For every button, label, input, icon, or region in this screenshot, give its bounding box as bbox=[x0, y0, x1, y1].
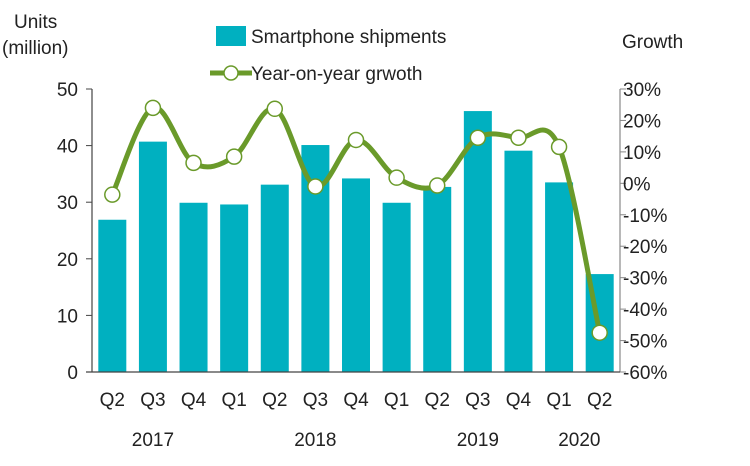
growth-marker bbox=[225, 148, 243, 165]
x-tick-label: Q4 bbox=[343, 390, 369, 411]
legend-bar-label: Smartphone shipments bbox=[251, 27, 446, 48]
bar bbox=[382, 202, 411, 372]
bar bbox=[179, 202, 208, 372]
x-tick-label: Q1 bbox=[546, 390, 571, 411]
bar bbox=[423, 186, 452, 372]
growth-marker bbox=[510, 129, 527, 146]
bar bbox=[504, 150, 533, 372]
right-tick-label: -40% bbox=[623, 300, 667, 321]
right-tick-label: -60% bbox=[623, 363, 667, 384]
right-tick-label: 0% bbox=[623, 174, 651, 195]
right-tick-label: -10% bbox=[623, 206, 667, 227]
growth-marker bbox=[266, 100, 284, 118]
bar bbox=[463, 111, 492, 372]
growth-marker bbox=[307, 178, 324, 195]
x-tick-label: Q2 bbox=[587, 390, 612, 411]
growth-marker bbox=[591, 324, 608, 341]
bar bbox=[220, 204, 249, 372]
growth-marker bbox=[347, 131, 365, 149]
right-tick-label: -50% bbox=[623, 332, 667, 353]
legend-bar-swatch bbox=[216, 26, 246, 46]
x-tick-label: Q3 bbox=[140, 390, 165, 411]
left-axis-label-line1: Units bbox=[14, 12, 57, 33]
growth-marker bbox=[550, 138, 568, 156]
x-tick-label: Q1 bbox=[384, 390, 409, 411]
growth-marker bbox=[388, 169, 405, 186]
legend-line-marker bbox=[223, 65, 239, 81]
year-label: 2018 bbox=[294, 430, 336, 451]
bar bbox=[138, 141, 167, 372]
right-tick-label: 20% bbox=[623, 111, 661, 132]
x-tick-label: Q2 bbox=[100, 390, 125, 411]
right-tick-label: -30% bbox=[623, 269, 667, 290]
x-tick-label: Q3 bbox=[303, 390, 328, 411]
left-tick-label: 20 bbox=[57, 250, 78, 271]
left-tick-label: 30 bbox=[57, 193, 78, 214]
right-axis-label: Growth bbox=[622, 32, 683, 53]
left-axis-label-line2: (million) bbox=[2, 38, 69, 59]
bar bbox=[98, 219, 127, 372]
growth-marker bbox=[144, 99, 162, 117]
growth-marker bbox=[428, 177, 446, 194]
year-label: 2020 bbox=[558, 430, 600, 451]
legend-line-label: Year-on-year grwoth bbox=[251, 64, 422, 85]
x-tick-label: Q2 bbox=[262, 390, 287, 411]
left-tick-label: 50 bbox=[57, 80, 78, 101]
left-tick-label: 10 bbox=[57, 306, 78, 327]
year-label: 2019 bbox=[457, 430, 499, 451]
growth-marker bbox=[185, 154, 202, 172]
x-tick-label: Q1 bbox=[221, 390, 246, 411]
growth-marker bbox=[469, 129, 487, 146]
x-tick-label: Q2 bbox=[425, 390, 450, 411]
bar bbox=[260, 184, 289, 372]
year-label: 2017 bbox=[132, 430, 174, 451]
x-tick-label: Q3 bbox=[465, 390, 490, 411]
right-tick-label: -20% bbox=[623, 237, 667, 258]
right-tick-label: 10% bbox=[623, 143, 661, 164]
legend: Smartphone shipments Year-on-year grwoth bbox=[210, 26, 446, 85]
x-tick-label: Q4 bbox=[506, 390, 532, 411]
x-tick-label: Q4 bbox=[181, 390, 207, 411]
growth-marker bbox=[104, 186, 121, 203]
left-tick-label: 0 bbox=[67, 363, 78, 384]
left-tick-label: 40 bbox=[57, 137, 78, 158]
bar bbox=[342, 178, 370, 372]
right-tick-label: 30% bbox=[623, 80, 661, 101]
bar bbox=[545, 182, 574, 372]
